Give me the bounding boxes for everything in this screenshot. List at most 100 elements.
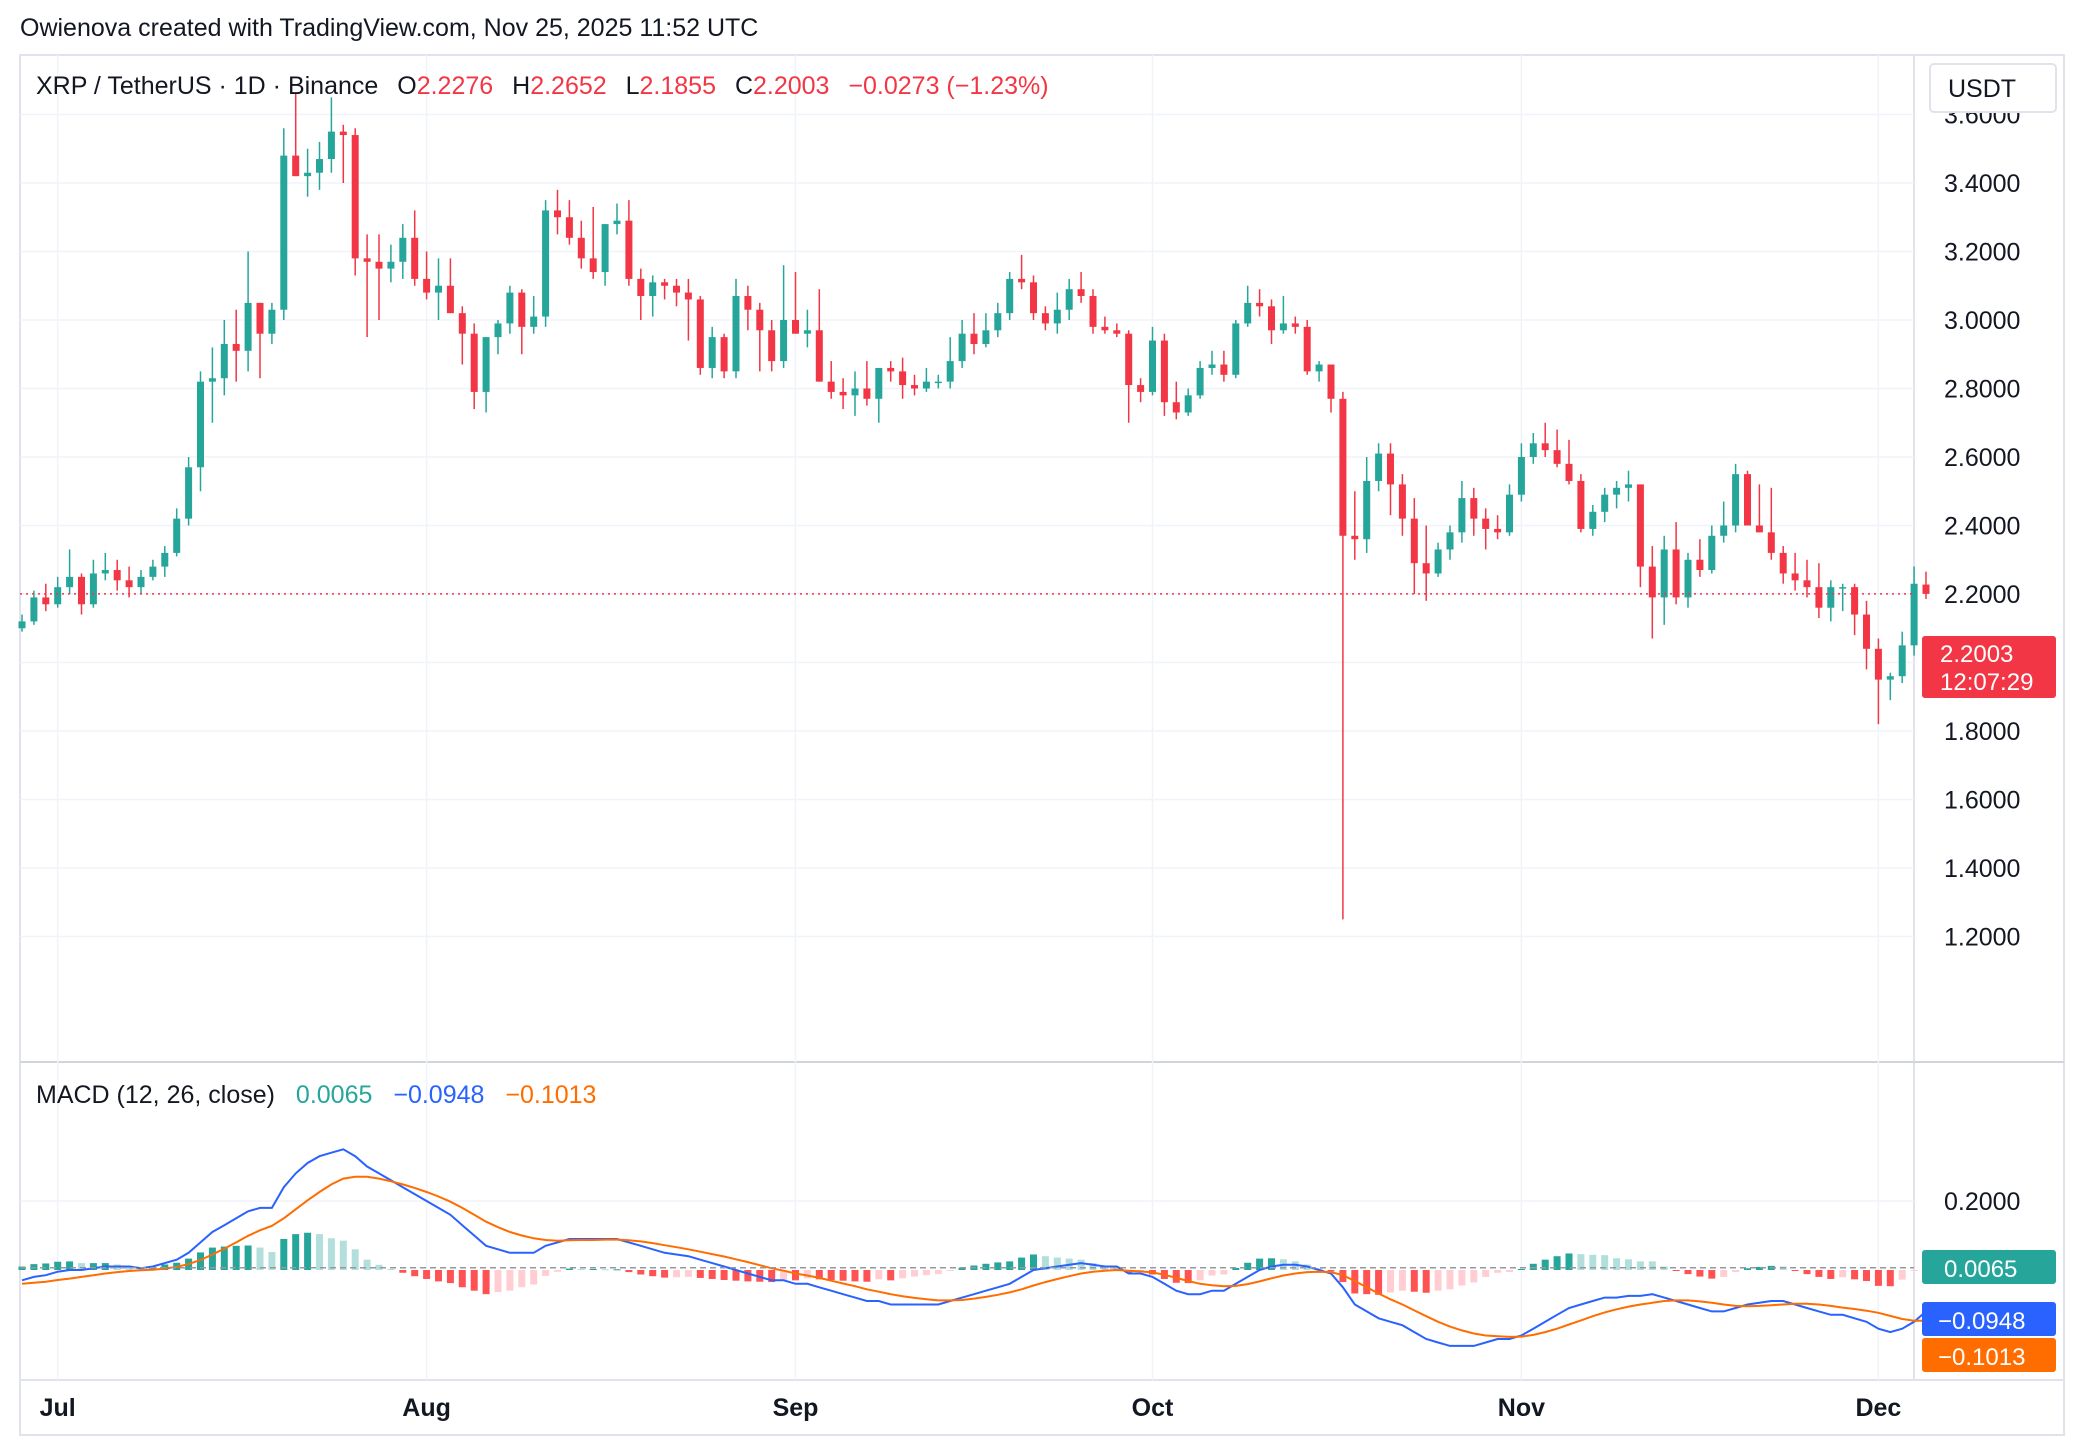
- macd-hist-bar: [946, 1270, 954, 1271]
- candle-body: [1089, 296, 1097, 327]
- macd-hist-bar: [1803, 1270, 1811, 1275]
- close-value: 2.2003: [753, 72, 829, 100]
- candle-body: [1375, 453, 1383, 481]
- macd-hist-bar: [732, 1270, 740, 1281]
- candle-body: [137, 576, 145, 588]
- macd-hist-bar: [435, 1270, 442, 1282]
- macd-hist-bar: [958, 1267, 966, 1270]
- last-price-text: 2.2003: [1940, 641, 2013, 668]
- macd-hist-bar: [673, 1270, 680, 1278]
- macd-hist-bar: [363, 1259, 371, 1270]
- macd-hist-badge-text: 0.0065: [1944, 1256, 2017, 1283]
- candle-body: [42, 597, 50, 605]
- candle-body: [661, 282, 669, 286]
- macd-hist-bar: [530, 1270, 538, 1285]
- candle-body: [423, 278, 431, 293]
- candle-body: [1470, 498, 1478, 519]
- macd-hist-bar: [1494, 1270, 1502, 1273]
- candle-body: [470, 333, 478, 392]
- candle-body: [673, 285, 680, 293]
- macd-hist-bar: [1375, 1270, 1383, 1295]
- month-tick-label: Sep: [773, 1394, 819, 1422]
- candle-body: [292, 155, 300, 177]
- macd-hist-bar: [518, 1270, 526, 1288]
- candle-body: [1018, 278, 1026, 283]
- macd-hist-bar: [1327, 1270, 1335, 1272]
- candle-body: [720, 337, 728, 372]
- macd-hist-bar: [1851, 1270, 1859, 1280]
- macd-hist-bar: [411, 1270, 419, 1277]
- macd-signal-badge: −0.1013: [1922, 1338, 2056, 1372]
- candle-body: [1053, 309, 1061, 324]
- macd-hist-bar: [1827, 1270, 1835, 1279]
- chart-frame: [19, 54, 2065, 1436]
- candle-body: [1279, 323, 1287, 331]
- candle-body: [506, 292, 514, 324]
- price-tick-label: 1.8000: [1944, 718, 2020, 746]
- candle-body: [1327, 364, 1335, 399]
- macd-hist-bar: [1886, 1270, 1894, 1287]
- macd-hist-bar: [887, 1270, 895, 1281]
- high-label: H: [512, 72, 530, 100]
- macd-hist-bar: [934, 1270, 942, 1275]
- candlestick-series: [18, 93, 1930, 920]
- candle-body: [1815, 587, 1823, 608]
- candle-body: [625, 220, 633, 279]
- macd-hist-bar: [1529, 1263, 1537, 1270]
- macd-signal-value: −0.1013: [505, 1081, 596, 1109]
- macd-hist-bar: [1208, 1270, 1216, 1276]
- candle-body: [1898, 645, 1906, 677]
- macd-hist-bar: [458, 1270, 466, 1288]
- macd-hist-bar: [1589, 1254, 1597, 1270]
- macd-hist-bar: [292, 1234, 300, 1270]
- candle-body: [1874, 648, 1882, 680]
- candle-body: [89, 573, 97, 605]
- candle-body: [1184, 395, 1192, 413]
- candle-body: [458, 313, 466, 334]
- macd-hist-bar: [125, 1265, 133, 1270]
- candle-body: [946, 361, 954, 382]
- price-tick-label: 1.4000: [1944, 855, 2020, 883]
- candle-body: [970, 333, 978, 344]
- candle-body: [1208, 364, 1216, 368]
- macd-legend: MACD (12, 26, close) 0.0065 −0.0948 −0.1…: [36, 1081, 596, 1109]
- candle-body: [220, 343, 228, 379]
- candle-body: [244, 302, 252, 351]
- macd-hist-bar: [1648, 1261, 1656, 1270]
- macd-hist-bar: [1184, 1270, 1192, 1284]
- macd-hist-bar: [994, 1262, 1002, 1270]
- currency-button[interactable]: USDT: [1929, 63, 2057, 113]
- candle-body: [411, 237, 419, 279]
- macd-hist-bar: [649, 1270, 657, 1277]
- candle-body: [554, 210, 561, 218]
- candle-body: [1387, 453, 1394, 485]
- candle-body: [1541, 443, 1549, 451]
- candle-body: [911, 385, 918, 389]
- candle-body: [1732, 474, 1740, 526]
- macd-hist-badge: 0.0065: [1922, 1250, 2056, 1284]
- macd-hist-bar: [1553, 1256, 1561, 1270]
- candle-body: [565, 217, 573, 238]
- candle-body: [1827, 587, 1835, 608]
- macd-hist-bar: [1006, 1261, 1014, 1270]
- macd-hist-bar: [1422, 1270, 1430, 1293]
- macd-line: [21, 1148, 1939, 1347]
- macd-hist-bar: [911, 1270, 918, 1277]
- macd-hist-bar: [1791, 1270, 1799, 1271]
- macd-hist-bar: [387, 1268, 395, 1270]
- candle-body: [1030, 282, 1037, 314]
- candle-body: [1339, 398, 1347, 536]
- candle-body: [768, 330, 776, 362]
- macd-hist-bar: [208, 1247, 216, 1270]
- macd-hist-bar: [827, 1270, 835, 1281]
- macd-hist-bar: [1077, 1259, 1085, 1270]
- macd-hist-bar: [1256, 1258, 1264, 1270]
- candle-body: [684, 292, 692, 300]
- macd-hist-bar: [554, 1270, 561, 1272]
- macd-hist-bar: [494, 1270, 502, 1293]
- candle-body: [756, 309, 764, 331]
- macd-hist-bar: [1196, 1270, 1204, 1281]
- candle-body: [387, 261, 395, 269]
- macd-hist-bar: [399, 1270, 407, 1273]
